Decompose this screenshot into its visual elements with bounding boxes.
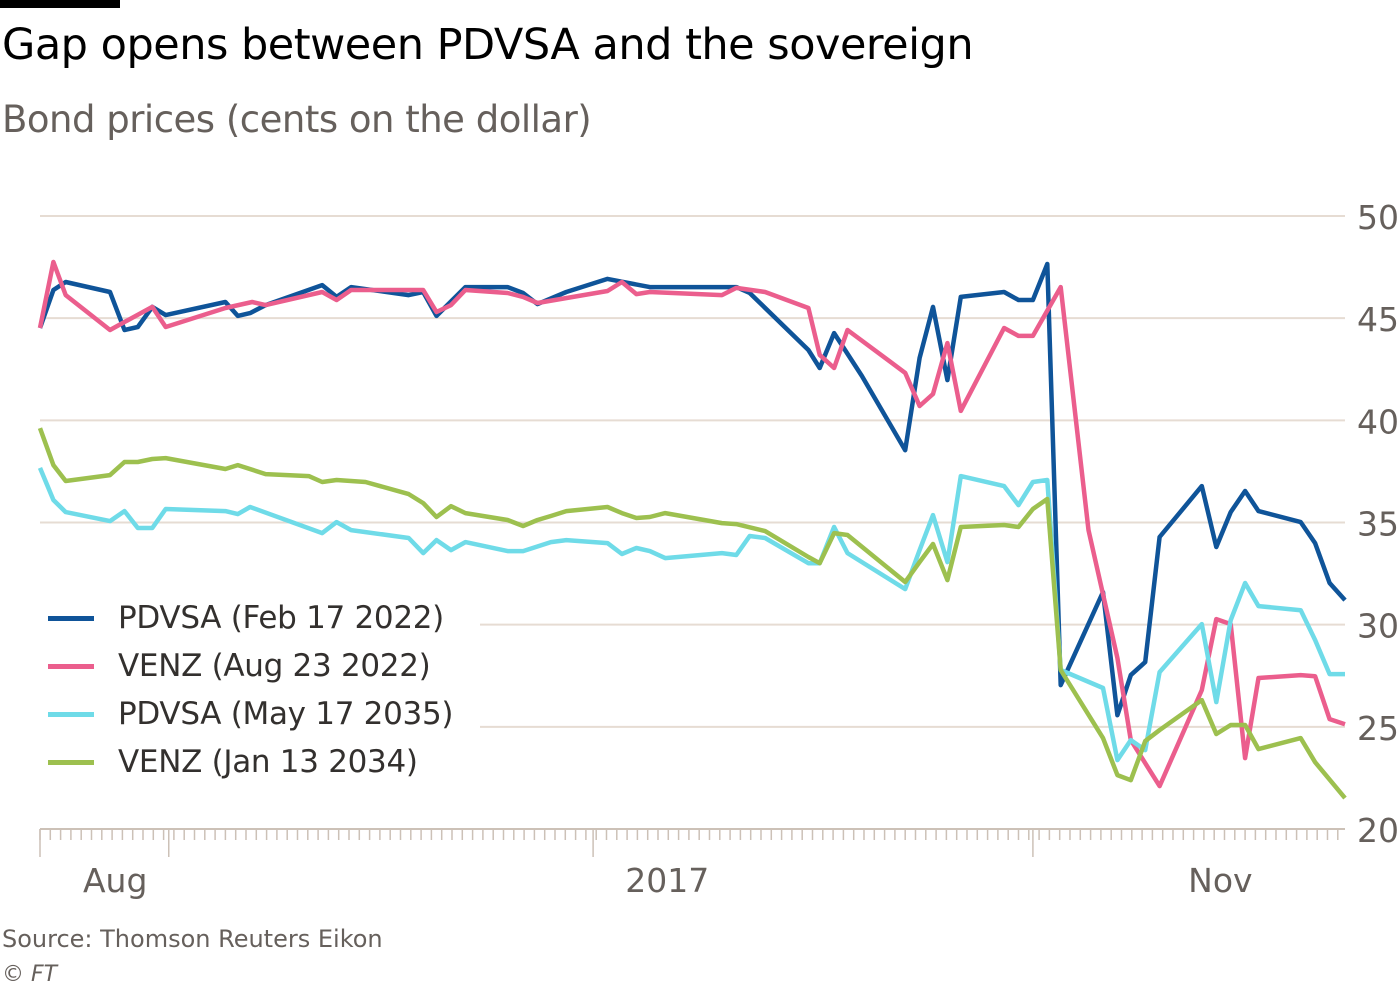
legend: PDVSA (Feb 17 2022) VENZ (Aug 23 2022) P… xyxy=(40,590,480,790)
legend-item-venz-2034: VENZ (Jan 13 2034) xyxy=(40,738,480,786)
chart-title: Gap opens between PDVSA and the sovereig… xyxy=(2,20,974,70)
y-tick-label: 45 xyxy=(1357,300,1399,339)
chart-subtitle: Bond prices (cents on the dollar) xyxy=(2,98,592,141)
legend-item-venz-2022: VENZ (Aug 23 2022) xyxy=(40,642,480,690)
legend-swatch xyxy=(48,663,94,669)
source-note: Source: Thomson Reuters Eikon xyxy=(2,925,383,953)
x-tick-label: 2017 xyxy=(625,861,709,900)
y-tick-label: 40 xyxy=(1357,402,1399,441)
series-line-3 xyxy=(37,427,1347,800)
legend-swatch xyxy=(48,615,94,621)
legend-label: VENZ (Aug 23 2022) xyxy=(118,648,431,684)
series-line-1 xyxy=(37,259,1346,789)
legend-item-pdvsa-2022: PDVSA (Feb 17 2022) xyxy=(40,594,480,642)
y-tick-label: 25 xyxy=(1357,709,1399,748)
copyright: © FT xyxy=(2,962,58,987)
legend-swatch xyxy=(48,711,94,717)
brand-bar xyxy=(0,0,120,8)
y-tick-label: 50 xyxy=(1357,198,1399,237)
series-line-0 xyxy=(37,261,1347,718)
y-tick-label: 35 xyxy=(1357,505,1399,544)
legend-label: PDVSA (Feb 17 2022) xyxy=(118,600,444,636)
y-tick-label: 20 xyxy=(1357,811,1399,850)
x-tick-label: Nov xyxy=(1188,861,1252,900)
legend-label: PDVSA (May 17 2035) xyxy=(118,696,454,732)
legend-item-pdvsa-2035: PDVSA (May 17 2035) xyxy=(40,690,480,738)
y-tick-label: 30 xyxy=(1357,607,1399,646)
x-tick-label: Aug xyxy=(83,861,147,900)
legend-swatch xyxy=(48,759,94,765)
legend-label: VENZ (Jan 13 2034) xyxy=(118,744,418,780)
